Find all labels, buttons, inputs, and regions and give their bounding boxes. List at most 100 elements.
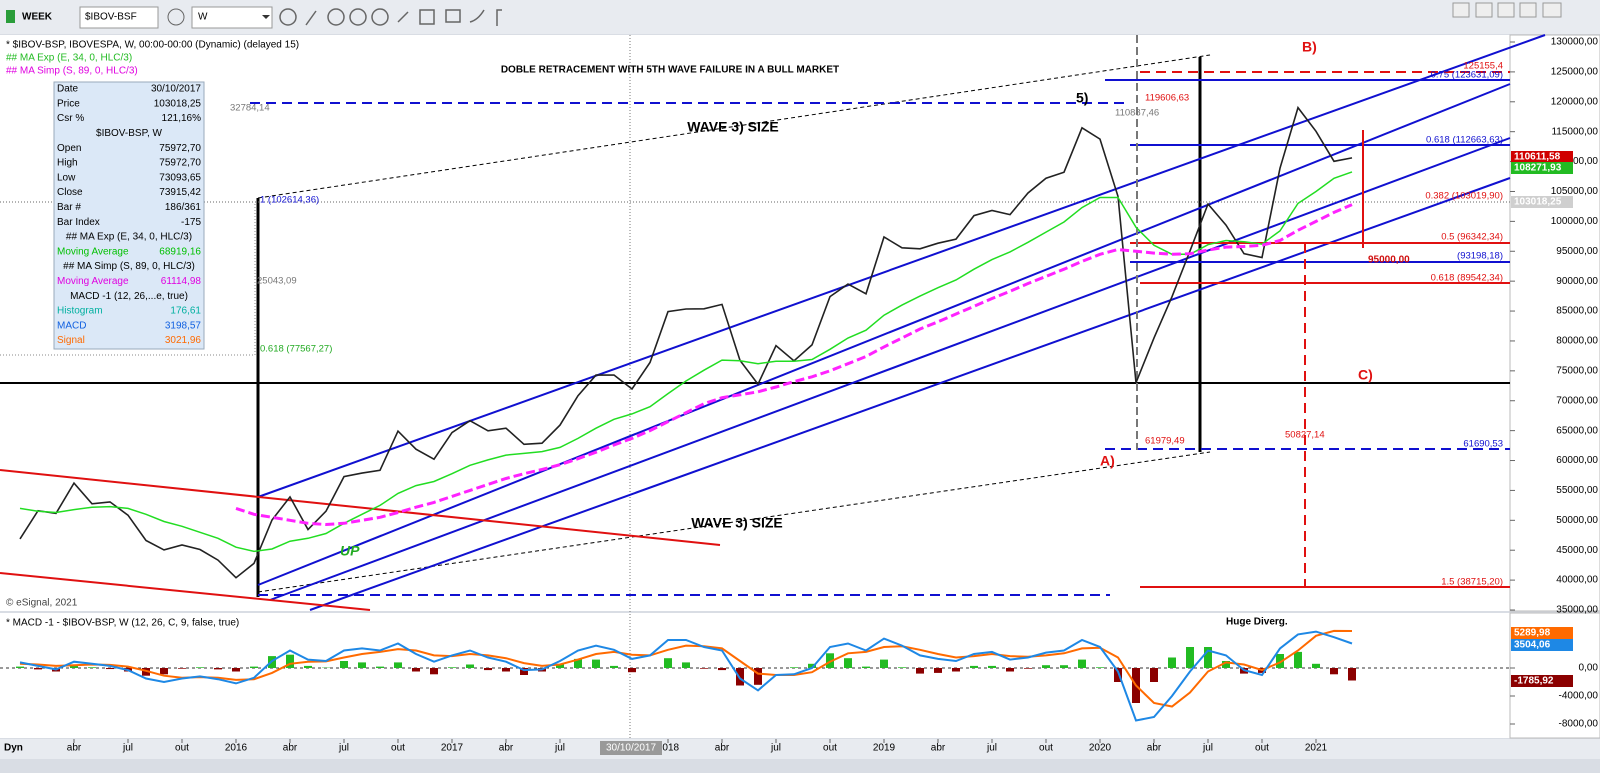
info-box	[53, 81, 205, 350]
cursor-date: 30/10/2017	[606, 743, 656, 754]
histogram-bar	[862, 666, 870, 668]
window-title: WEEK	[22, 12, 53, 23]
annotation: WAVE 3) SIZE	[691, 515, 783, 531]
annotations: WAVE 3) SIZE WAVE 3) SIZE 5) B) A) C) UP…	[230, 39, 1503, 588]
x-tick-label: jul	[338, 743, 349, 754]
y-tick-label: 95000,00	[1556, 246, 1598, 257]
histogram-bar	[610, 665, 618, 668]
info-value: 75972,70	[159, 158, 201, 169]
macd-title: * MACD -1 - $IBOV-BSP, W (12, 26, C, 9, …	[6, 618, 239, 629]
histogram-bar	[70, 664, 78, 668]
histogram-bar	[340, 661, 348, 668]
info-value: 75972,70	[159, 143, 201, 154]
info-label: Low	[57, 172, 76, 183]
histogram-bar	[250, 666, 258, 668]
x-tick-label: abr	[499, 743, 514, 754]
drawings	[0, 34, 1546, 738]
histogram-bar	[484, 668, 492, 671]
fib-label: 61979,49	[1145, 436, 1185, 447]
window-buttons[interactable]	[1452, 2, 1562, 18]
annotation: B)	[1302, 39, 1317, 55]
histogram-bar	[988, 665, 996, 668]
dyn-label: Dyn	[4, 743, 23, 754]
histogram-bar	[304, 665, 312, 668]
x-tick-label: jul	[122, 743, 133, 754]
histogram-bar	[574, 658, 582, 668]
info-heading: $IBOV-BSP, W	[96, 128, 163, 139]
histogram-bar	[286, 654, 294, 668]
x-tick-label: 2020	[1089, 743, 1112, 754]
x-tick-label: abr	[67, 743, 82, 754]
price-axis	[1509, 34, 1600, 612]
value-box	[1511, 151, 1573, 163]
info-label: Csr %	[57, 113, 84, 124]
histogram-bar	[16, 666, 24, 668]
fib-label: 0.618 (89542,34)	[1431, 273, 1503, 284]
histogram-bar	[88, 667, 96, 668]
histogram-bar	[1006, 668, 1014, 672]
histogram-bar	[934, 668, 942, 673]
histogram-bar	[808, 663, 816, 668]
y-tick-label: 100000,00	[1551, 216, 1599, 227]
annotation: 95000,00	[1368, 255, 1410, 266]
price-line	[19, 171, 1353, 553]
histogram-bar	[916, 668, 924, 674]
x-tick-label: jul	[554, 743, 565, 754]
x-tick-label: out	[175, 743, 189, 754]
fib-label: 25043,09	[257, 276, 297, 287]
info-label: Moving Average	[57, 276, 129, 287]
info-label: Bar Index	[57, 217, 100, 228]
interval: W	[198, 12, 208, 23]
ma-exp-legend: ## MA Exp (E, 34, 0, HLC/3)	[6, 53, 132, 64]
info-label: Bar #	[57, 202, 81, 213]
interval-box[interactable]	[191, 6, 273, 29]
histogram-bar	[520, 668, 528, 675]
histogram-bar	[142, 668, 150, 676]
histogram-bar	[1276, 654, 1284, 668]
info-value: 61114,98	[161, 276, 202, 287]
y-tick-label: 35000,00	[1556, 605, 1598, 616]
value-label: 5289,98	[1514, 628, 1551, 639]
histogram-bar	[1348, 668, 1356, 681]
x-tick-label: out	[391, 743, 405, 754]
y-tick-label: 40000,00	[1556, 575, 1598, 586]
info-value: 121,16%	[162, 113, 202, 124]
histogram-bar	[1150, 668, 1158, 682]
histogram-bar	[1204, 647, 1212, 668]
info-value: 73915,42	[159, 187, 201, 198]
time-axis	[0, 739, 1600, 759]
histogram-bar	[358, 662, 366, 668]
y-tick-label: 90000,00	[1556, 276, 1598, 287]
y-tick-label: 65000,00	[1556, 425, 1598, 436]
histogram-bar	[1168, 657, 1176, 668]
y-tick-label: 50000,00	[1556, 515, 1598, 526]
x-tick-label: out	[823, 743, 837, 754]
histogram-bar	[898, 667, 906, 668]
value-label: 110611,58	[1514, 152, 1561, 163]
fib-label: 61690,53	[1463, 439, 1503, 450]
histogram-bar	[1330, 668, 1338, 675]
histogram-bar	[880, 659, 888, 668]
info-label: Date	[57, 84, 79, 95]
histogram-bar	[970, 665, 978, 668]
annotation: Huge Diverg.	[1226, 617, 1288, 628]
refresh-button[interactable]	[167, 8, 185, 26]
status-bar	[0, 759, 1600, 773]
info-value: 73093,65	[159, 172, 201, 183]
histogram-bar	[1096, 667, 1104, 668]
dropdown-arrow	[262, 15, 270, 19]
x-tick-label: abr	[283, 743, 298, 754]
histogram-bar	[1186, 647, 1194, 668]
info-value: -175	[181, 217, 201, 228]
chart-header: * $IBOV-BSP, IBOVESPA, W, 00:00-00:00 (D…	[6, 40, 299, 51]
info-heading: ## MA Exp (E, 34, 0, HLC/3)	[66, 232, 192, 243]
symbol-box[interactable]	[79, 6, 159, 29]
info-label: High	[57, 158, 78, 169]
histogram-bar	[394, 662, 402, 668]
histogram-bar	[664, 658, 672, 668]
histogram-bar	[106, 668, 114, 670]
y-tick-label: -4000,00	[1559, 691, 1599, 702]
histogram-bar	[232, 668, 240, 672]
histogram-bar	[196, 667, 204, 668]
fib-label: 50827,14	[1285, 430, 1325, 441]
